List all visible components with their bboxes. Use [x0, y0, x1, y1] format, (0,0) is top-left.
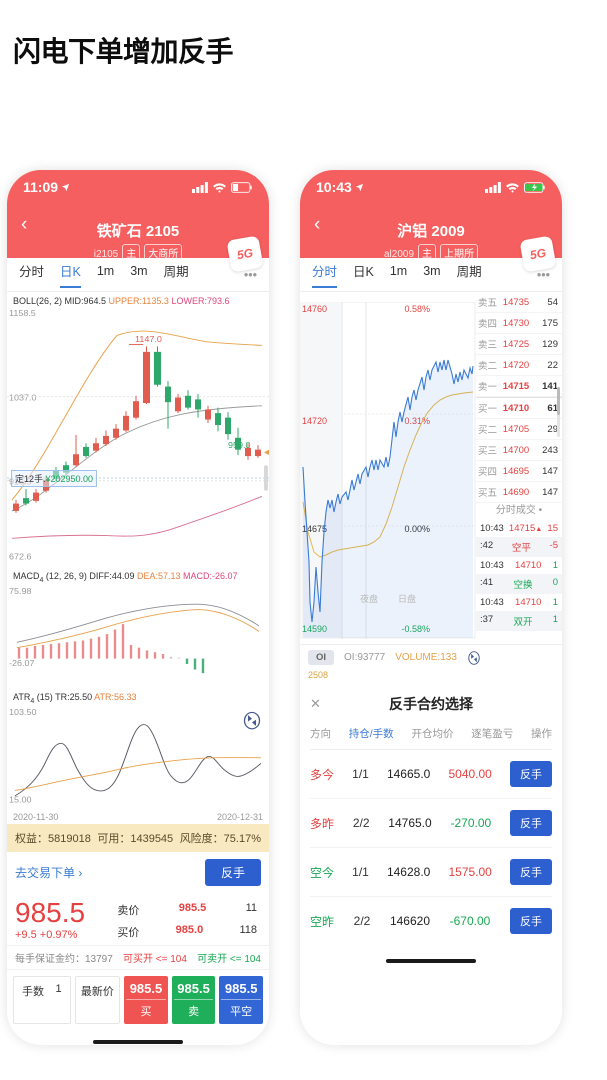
- svg-text:-26.07: -26.07: [9, 658, 35, 668]
- svg-text:672.6: 672.6: [9, 552, 32, 562]
- svg-text:1147.0: 1147.0: [135, 334, 162, 344]
- svg-text:959.0: 959.0: [228, 440, 251, 450]
- svg-text:0.58%: 0.58%: [404, 304, 430, 314]
- svg-text:103.50: 103.50: [9, 707, 37, 717]
- svg-text:1158.5: 1158.5: [9, 309, 36, 319]
- svg-text:14720: 14720: [302, 416, 327, 426]
- svg-text:75.98: 75.98: [9, 586, 32, 596]
- svg-text:15.00: 15.00: [9, 794, 32, 804]
- svg-text:1037.0: 1037.0: [9, 393, 37, 403]
- svg-text:14760: 14760: [302, 304, 327, 314]
